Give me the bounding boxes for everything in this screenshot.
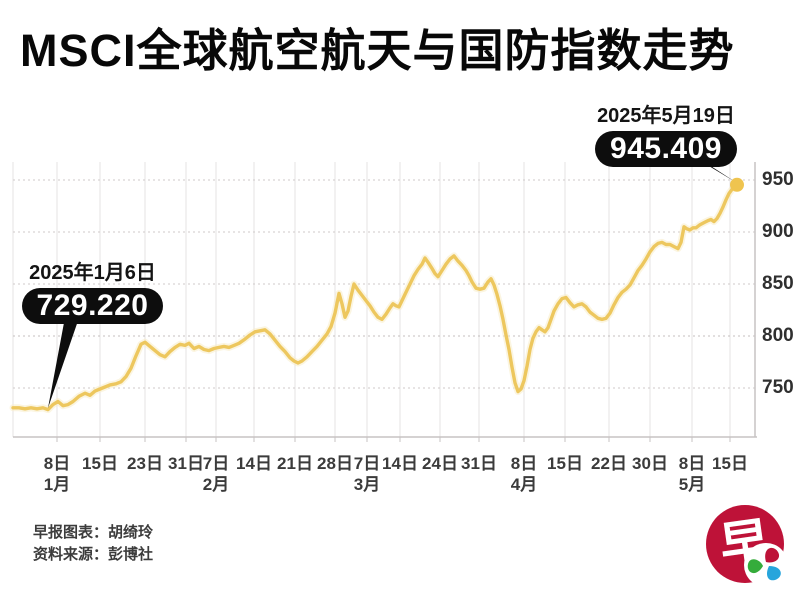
chart-title: MSCI全球航空航天与国防指数走势 xyxy=(20,25,735,76)
end-callout-date: 2025年5月19日 xyxy=(597,105,735,127)
end-callout-value-pill: 945.409 xyxy=(595,131,737,167)
end-point-marker xyxy=(730,177,744,192)
logo-pinwheel-icon xyxy=(744,543,788,587)
start-callout-date: 2025年1月6日 xyxy=(29,262,156,284)
end-callout: 2025年5月19日 945.409 xyxy=(595,99,737,167)
start-callout: 2025年1月6日 729.220 xyxy=(22,256,163,324)
credit-line: 早报图表：胡绮玲 xyxy=(33,524,154,541)
source-line: 资料来源：彭博社 xyxy=(33,546,154,563)
zaobao-logo: 早 xyxy=(706,505,798,597)
start-callout-pointer xyxy=(48,312,81,408)
price-line xyxy=(11,183,739,412)
start-callout-value-pill: 729.220 xyxy=(22,288,163,324)
chart-credits: 早报图表：胡绮玲 资料来源：彭博社 xyxy=(33,522,153,566)
